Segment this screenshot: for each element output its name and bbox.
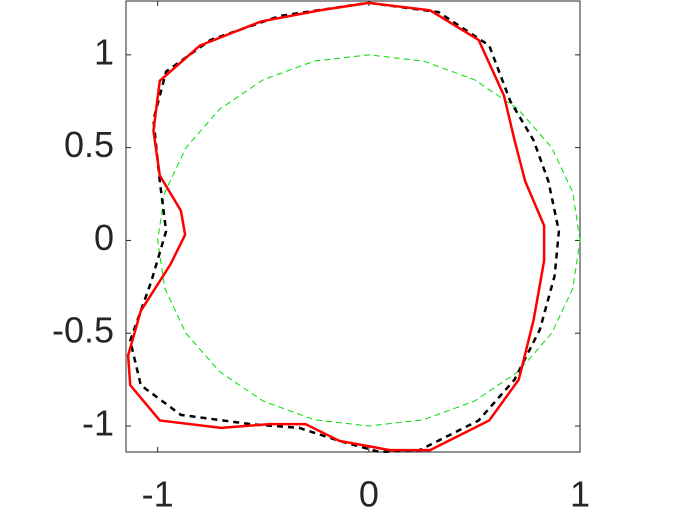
x-tick-label: 0 (359, 474, 379, 515)
plot-area (125, 0, 581, 453)
y-tick-label: -1 (82, 403, 114, 444)
y-tick-label: 0.5 (64, 124, 114, 165)
x-tick-label: 1 (570, 474, 590, 515)
x-tick-label: -1 (142, 474, 174, 515)
y-tick-label: -0.5 (52, 310, 114, 351)
y-tick-label: 0 (94, 217, 114, 258)
curve (157, 54, 581, 427)
y-tick-label: 1 (94, 31, 114, 72)
curve (126, 1, 546, 452)
